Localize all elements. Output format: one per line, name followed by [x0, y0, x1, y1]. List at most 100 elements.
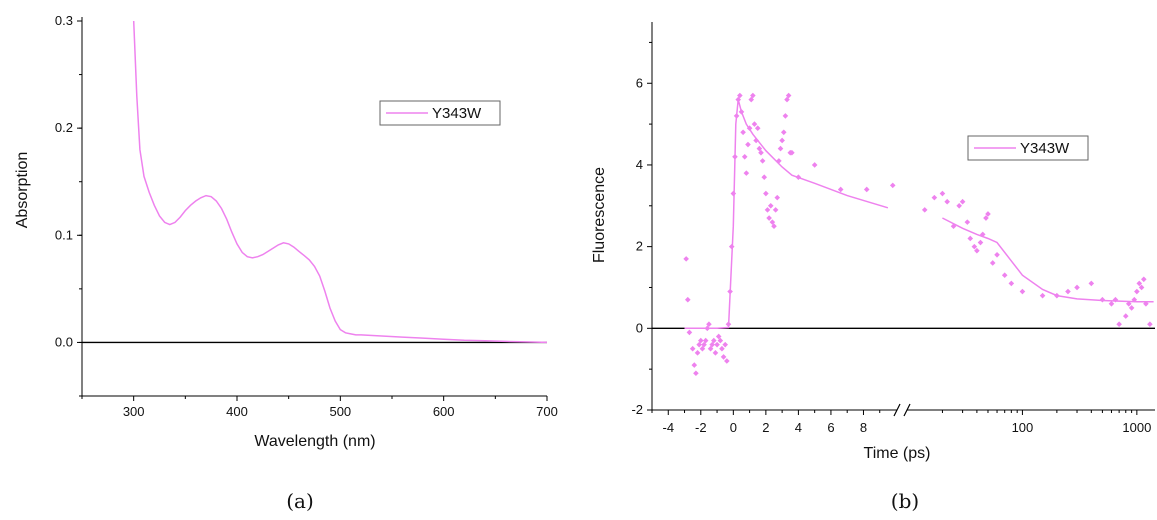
b-data-point: [740, 129, 746, 136]
b-data-point: [683, 256, 689, 262]
b-data-point: [772, 207, 779, 213]
b-y-tick-label: -2: [631, 402, 643, 417]
b-data-point: [691, 362, 698, 368]
b-data-point: [771, 223, 777, 230]
b-data-point: [776, 158, 782, 164]
b-y-tick-label: 2: [636, 239, 643, 254]
b-data-point: [769, 219, 776, 225]
b-data-point: [774, 194, 781, 201]
b-data-point: [1054, 292, 1060, 299]
b-data-point: [989, 260, 996, 266]
b-data-point: [724, 358, 730, 364]
b-data-point: [1019, 288, 1026, 295]
b-x-tick-label: 6: [827, 420, 834, 435]
b-data-point: [754, 125, 761, 131]
b-y-tick-label: 0: [636, 320, 643, 335]
b-data-point: [725, 321, 732, 328]
b-data-point: [994, 252, 1000, 258]
b-legend-label: Y343W: [1020, 140, 1070, 157]
b-data-point: [761, 174, 768, 180]
b-data-point: [764, 207, 771, 213]
b-caption: (b): [891, 489, 919, 513]
a-series-line-y343w: [132, 20, 548, 344]
b-data-point: [727, 288, 733, 295]
b-data-point: [1088, 280, 1095, 287]
a-x-tick-label: 700: [536, 404, 558, 419]
b-legend: Y343W: [967, 135, 1089, 161]
b-data-point: [701, 341, 707, 348]
b-data-point: [959, 198, 966, 205]
b-data-point: [719, 345, 725, 352]
b-y-tick-label: 4: [636, 157, 643, 172]
b-data-point: [931, 194, 938, 201]
b-data-point: [693, 370, 699, 377]
b-x-tick-label: 1000: [1122, 420, 1151, 435]
b-data-point: [977, 239, 984, 246]
b-data-point: [709, 341, 715, 348]
b-data-point: [737, 92, 743, 99]
b-data-point: [1147, 321, 1153, 328]
a-y-tick-label: 0.1: [55, 227, 73, 242]
b-data-point: [921, 207, 928, 213]
b-data-points: [683, 92, 1153, 377]
b-data-point: [811, 162, 818, 168]
b-data-point: [766, 215, 772, 221]
b-data-point: [741, 153, 748, 160]
b-data-point: [743, 170, 750, 176]
panel-a-absorption-chart: 300 400 500 600 700 0.0 0.1 0.2 0.3 Wavelength (…: [14, 13, 558, 513]
b-data-point: [758, 149, 764, 156]
b-data-point: [1116, 321, 1122, 328]
b-data-point: [704, 325, 711, 332]
a-x-axis-label: Wavelength (nm): [254, 433, 375, 450]
b-data-point: [971, 243, 978, 250]
a-legend: Y343W: [379, 100, 501, 126]
b-data-point: [746, 125, 753, 131]
b-data-point: [735, 96, 742, 103]
a-legend-label: Y343W: [432, 105, 482, 122]
b-x-tick-label: 100: [1012, 420, 1034, 435]
b-data-point: [950, 223, 957, 230]
b-data-point: [795, 174, 802, 180]
b-data-point: [964, 219, 971, 225]
a-y-tick-label: 0.2: [55, 120, 73, 135]
b-data-point: [1122, 313, 1129, 319]
b-x-tick-label: 2: [762, 420, 769, 435]
b-y-tick-label: 6: [636, 75, 643, 90]
b-data-point: [789, 149, 795, 156]
b-data-point: [767, 202, 774, 209]
b-data-point: [956, 202, 962, 209]
a-x-tick-label: 500: [329, 404, 351, 419]
b-data-point: [696, 341, 702, 348]
b-x-tick-label: 4: [795, 420, 802, 435]
b-data-point: [748, 96, 755, 103]
b-y-axis-label: Fluorescence: [591, 167, 608, 263]
b-data-point: [751, 121, 758, 127]
b-data-point: [686, 329, 693, 336]
b-data-point: [694, 350, 701, 356]
b-break-slash: [893, 403, 901, 417]
b-data-point: [750, 92, 756, 99]
b-data-point: [699, 345, 706, 352]
b-data-point: [733, 113, 740, 119]
b-data-point: [979, 231, 986, 238]
b-data-point: [983, 215, 989, 221]
b-data-point: [689, 345, 696, 352]
b-data-point: [707, 345, 714, 352]
b-x-tick-label: 0: [730, 420, 737, 435]
b-x-tick-label: -4: [662, 420, 674, 435]
b-data-point: [1128, 305, 1135, 311]
b-data-point: [1136, 280, 1143, 287]
b-x-tick-label: 8: [860, 420, 867, 435]
b-data-point: [702, 337, 709, 344]
b-data-point: [1143, 301, 1149, 307]
b-axis-ticks: -4 -2 0 2 4 6 8 100 1000 -2 0 2 4 6: [631, 41, 1151, 435]
b-data-point: [1108, 301, 1115, 307]
b-x-tick-label: -2: [695, 420, 707, 435]
b-data-point: [782, 113, 789, 119]
b-data-point: [863, 186, 870, 193]
b-data-point: [753, 137, 759, 144]
b-data-point: [745, 141, 751, 148]
b-data-point: [1039, 292, 1046, 299]
b-data-point: [706, 321, 712, 328]
